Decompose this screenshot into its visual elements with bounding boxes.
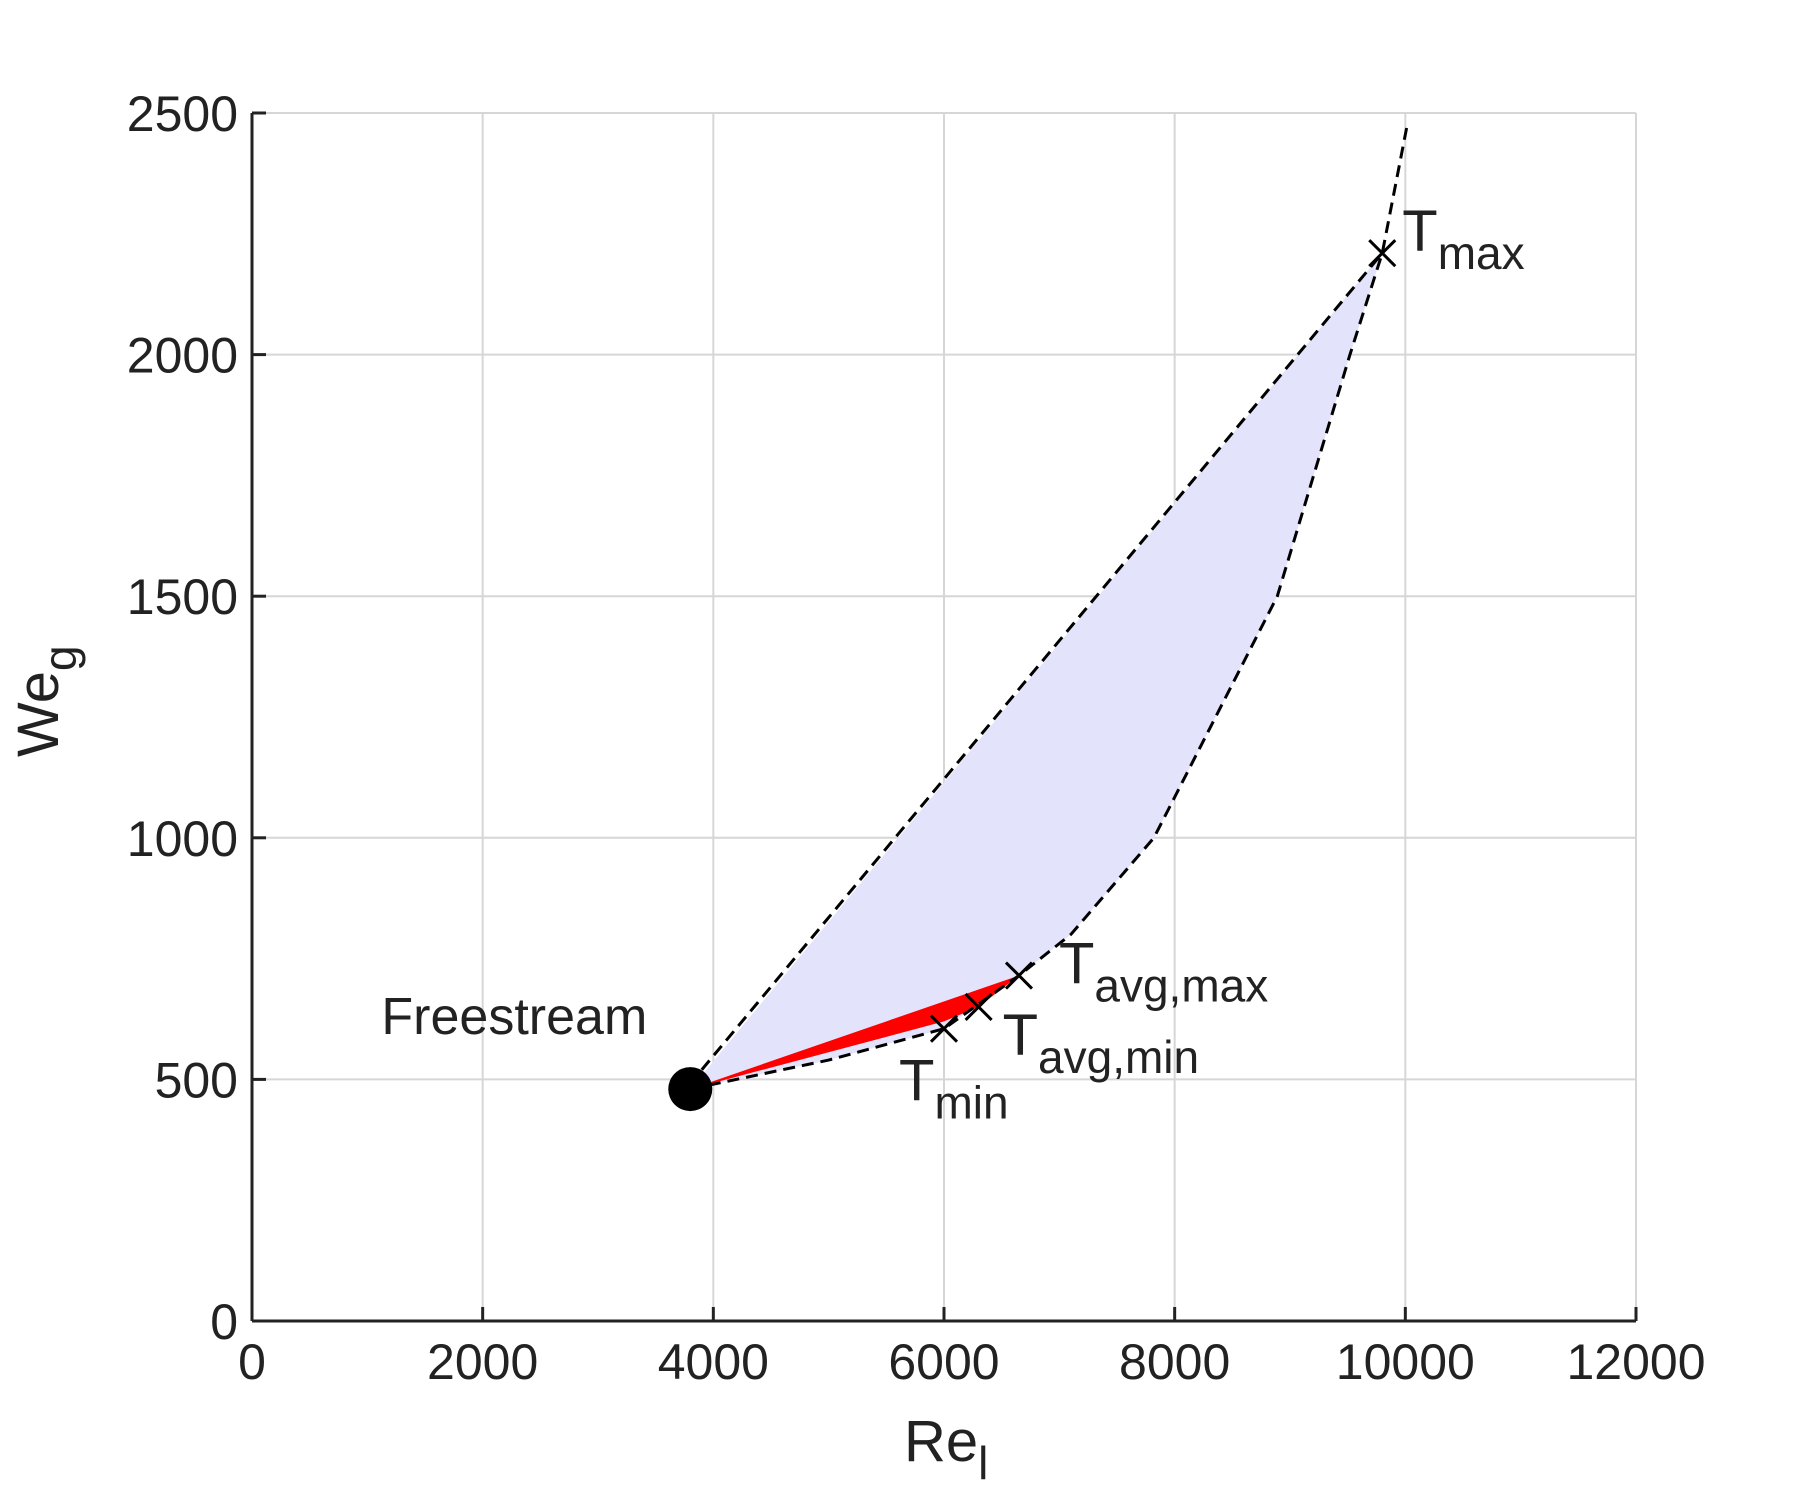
point-label-subscript: avg,max xyxy=(1094,960,1268,1012)
point-label: Freestream xyxy=(381,988,647,1046)
point-label-main: T xyxy=(899,1049,934,1114)
point-x-marker xyxy=(929,1014,959,1043)
y-axis-label: Weg xyxy=(6,645,86,757)
point-x-marker xyxy=(1004,961,1034,990)
x-marker-stroke xyxy=(964,992,993,1021)
x-tick-label: 4000 xyxy=(658,1334,769,1390)
point-label-subscript: avg,min xyxy=(1038,1031,1199,1083)
point-label-main: Freestream xyxy=(381,988,647,1046)
y-tick-label: 1500 xyxy=(127,569,238,625)
point-label-subscript: min xyxy=(934,1077,1008,1129)
y-tick-label: 500 xyxy=(155,1052,238,1108)
x-tick-label: 10000 xyxy=(1336,1334,1475,1390)
point-label-subscript: max xyxy=(1438,227,1525,279)
y-tick-label: 2000 xyxy=(127,328,238,384)
y-axis-label-subscript: g xyxy=(34,645,86,671)
point-dot xyxy=(668,1067,713,1112)
y-tick-label: 0 xyxy=(210,1294,238,1350)
y-tick-label: 2500 xyxy=(127,86,238,142)
point-label-main: T xyxy=(1059,932,1094,997)
x-marker-stroke xyxy=(1004,961,1034,990)
filled-region xyxy=(690,975,1019,1090)
point-x-marker xyxy=(964,992,993,1021)
point-label: Tmax xyxy=(1402,199,1524,279)
x-tick-label: 0 xyxy=(238,1334,266,1390)
point-label: Tmin xyxy=(899,1049,1009,1129)
x-tick-label: 6000 xyxy=(888,1334,999,1390)
x-tick-label: 2000 xyxy=(427,1334,538,1390)
y-tick-label: 1000 xyxy=(127,811,238,867)
x-marker-stroke xyxy=(929,1014,959,1043)
y-axis-label-main: We xyxy=(6,671,71,757)
filled-region xyxy=(690,253,1383,1090)
x-tick-label: 12000 xyxy=(1566,1334,1705,1390)
point-label-main: T xyxy=(1003,1003,1038,1068)
x-axis-label-subscript: l xyxy=(978,1437,988,1489)
x-tick-label: 8000 xyxy=(1119,1334,1230,1390)
dashed-curve xyxy=(700,252,1384,1071)
x-axis-label-main: Re xyxy=(904,1409,978,1474)
point-label: Tavg,min xyxy=(1003,1003,1200,1083)
x-axis-label: Rel xyxy=(904,1409,988,1489)
x-marker-stroke xyxy=(1368,239,1397,268)
point-x-marker xyxy=(1368,239,1397,268)
point-label-main: T xyxy=(1402,199,1437,264)
dashed-curve xyxy=(689,122,1410,1091)
point-label: Tavg,max xyxy=(1059,932,1268,1012)
